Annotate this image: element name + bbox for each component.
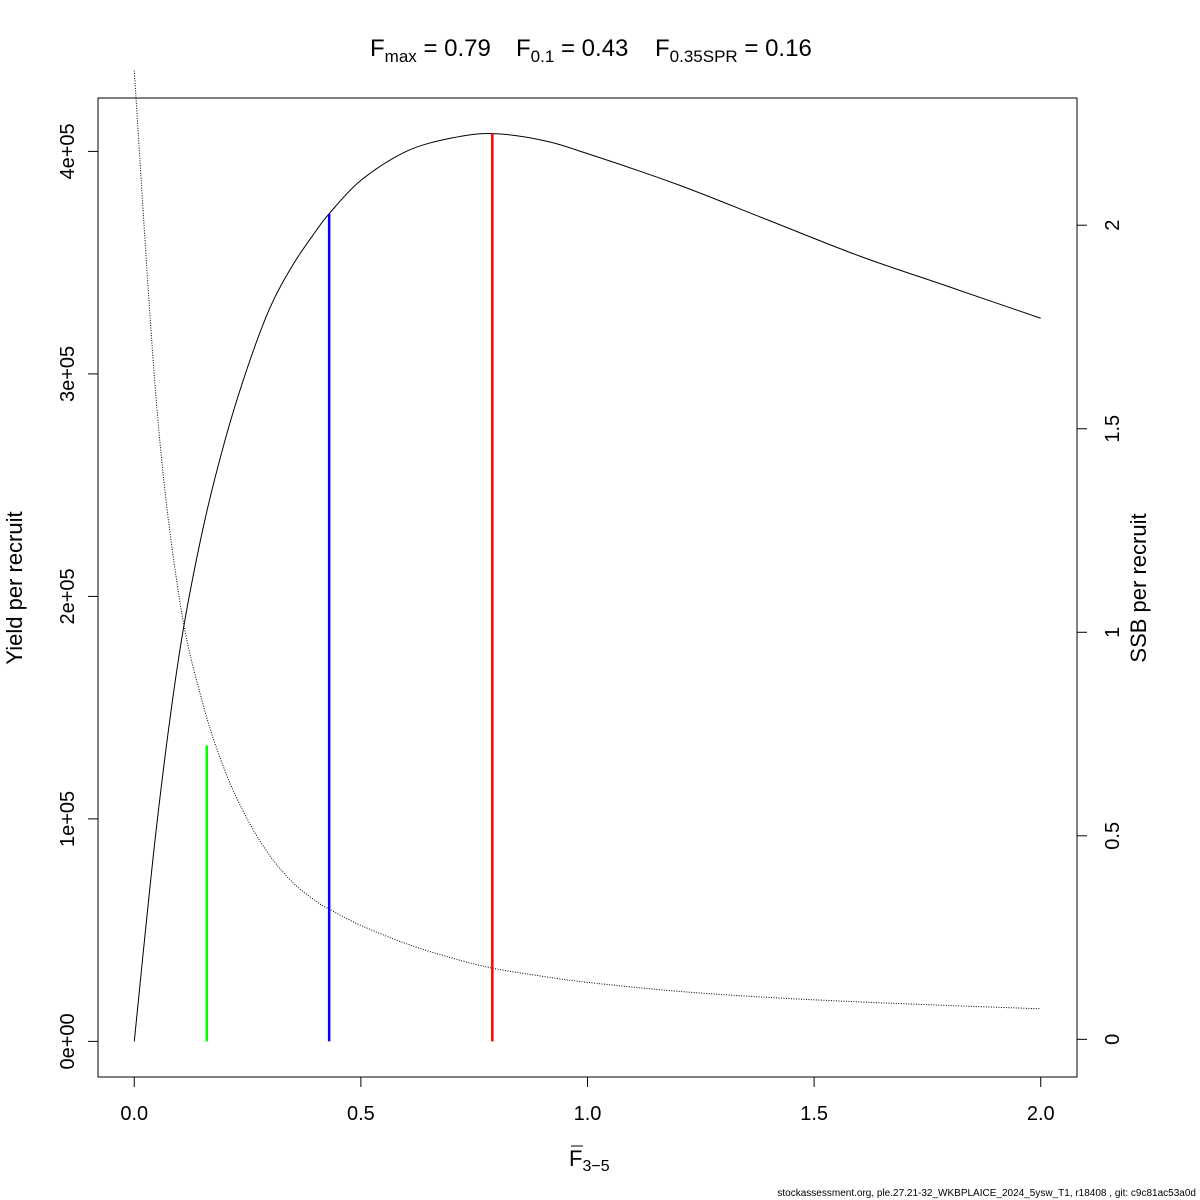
y2-tick-label: 1.5: [1102, 415, 1124, 443]
curves-layer: [133, 70, 1041, 1042]
y-axis-label: Yield per recruit: [2, 511, 27, 664]
chart-title: Fmax = 0.79 F0.1 = 0.43 F0.35SPR = 0.16: [370, 35, 812, 66]
plot-frame: [97, 97, 1078, 1078]
x-tick-label: 0.5: [347, 1103, 375, 1125]
y-tick-label: 2e+05: [57, 568, 79, 624]
x-axis: 0.0 0.5 1.0 1.5 2.0: [120, 1076, 1055, 1125]
ssb-per-recruit-curve: [133, 70, 1041, 1010]
svg-text:F3−5: F3−5: [569, 1146, 610, 1175]
y2-tick-label: 2: [1102, 220, 1124, 231]
y-tick-label: 4e+05: [57, 123, 79, 179]
y-axis-left: 0e+00 1e+05 2e+05 3e+05 4e+05: [57, 123, 99, 1069]
x-tick-label: 1.5: [800, 1103, 828, 1125]
y-tick-label: 0e+00: [57, 1013, 79, 1069]
title-f01: F0.1 = 0.43: [516, 35, 628, 66]
x-tick-label: 0.0: [120, 1103, 148, 1125]
reference-lines-layer: [205, 133, 494, 1042]
x-tick-label: 1.0: [574, 1103, 602, 1125]
x-axis-label: F3−5: [569, 1145, 610, 1175]
y-tick-label: 3e+05: [57, 346, 79, 402]
y-axis-right: 0 0.5 1 1.5 2: [1076, 220, 1124, 1045]
y2-axis-label: SSB per recruit: [1126, 513, 1151, 662]
y2-tick-label: 1: [1102, 627, 1124, 638]
title-fspr: F0.35SPR = 0.16: [655, 35, 812, 66]
y2-tick-label: 0.5: [1102, 822, 1124, 850]
y2-tick-label: 0: [1102, 1034, 1124, 1045]
title-fmax: Fmax = 0.79: [370, 35, 491, 66]
x-tick-label: 2.0: [1027, 1103, 1055, 1125]
yield-per-recruit-curve: [133, 133, 1041, 1042]
footer-credit: stockassessment.org, ple.27.21-32_WKBPLA…: [777, 1188, 1196, 1199]
y-tick-label: 1e+05: [57, 791, 79, 847]
